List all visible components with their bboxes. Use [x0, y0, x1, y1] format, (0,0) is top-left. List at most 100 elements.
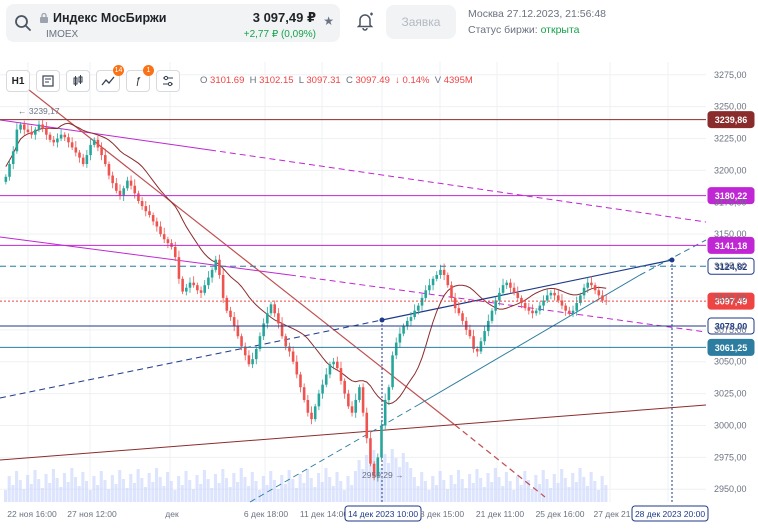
- y-tick-label: 3125,00: [714, 261, 747, 271]
- price-chart[interactable]: 3239,86 3180,22 3141,18 3124,82 3097,49 3078,…: [0, 58, 758, 530]
- favorite-star-icon[interactable]: ★: [323, 14, 334, 28]
- volume-bar: [320, 482, 324, 502]
- candle-body: [582, 287, 586, 296]
- candle: [527, 303, 531, 315]
- candle-body: [37, 124, 41, 130]
- candle: [269, 301, 273, 316]
- volume-bar: [129, 474, 133, 502]
- trend-line-magenta-dashed: [209, 149, 707, 223]
- interval-button[interactable]: H1: [6, 70, 30, 92]
- volume-bar: [571, 473, 575, 502]
- chart-type-icon: [42, 75, 54, 87]
- candle-body: [295, 361, 299, 375]
- volume-bar: [471, 483, 475, 502]
- high-annotation: ← 3239,17: [18, 106, 60, 116]
- volume-bar: [313, 487, 317, 502]
- moving-average-line: [5, 122, 607, 405]
- volume-bar: [427, 490, 431, 502]
- candle: [417, 303, 420, 315]
- volume-bar: [504, 472, 508, 502]
- candle: [538, 301, 542, 315]
- volume-bar: [357, 460, 361, 502]
- volume-bar: [265, 485, 269, 502]
- volume-bar: [291, 479, 295, 502]
- candle: [48, 132, 52, 143]
- ticker-search-box[interactable]: Индекс МосБиржи IMOEX 3 097,49 ₽ +2,77 ₽…: [6, 4, 340, 42]
- candle-body: [26, 129, 30, 133]
- candle-body: [523, 303, 527, 309]
- ohlc-close: 3097.49: [355, 75, 390, 86]
- candle: [295, 355, 299, 379]
- candle: [413, 304, 416, 320]
- settings-button[interactable]: [156, 70, 180, 92]
- candle-body: [343, 380, 346, 394]
- exchange-status: Статус биржи: открыта: [468, 24, 580, 36]
- volume-bar: [342, 490, 346, 502]
- candle: [549, 290, 553, 300]
- candle-body: [376, 457, 380, 477]
- x-tick-label: 8 дек 15:00: [420, 509, 464, 519]
- volume-bar: [239, 468, 243, 502]
- price-level-label: 3124,82: [715, 262, 748, 272]
- candle: [446, 272, 450, 288]
- candle-body: [122, 188, 125, 196]
- candle-body: [59, 134, 63, 139]
- candle: [391, 351, 394, 390]
- formula-button[interactable]: ƒ 1: [126, 65, 154, 92]
- x-tick-label: 11 дек 14:00: [300, 509, 348, 519]
- candle: [347, 389, 350, 409]
- alert-bell-icon[interactable]: [354, 10, 376, 32]
- candle-body: [358, 387, 361, 400]
- volume-bar: [276, 489, 280, 502]
- candle-body: [365, 412, 369, 439]
- trend-line-magenta-solid: [0, 119, 211, 151]
- candle-body: [579, 295, 582, 304]
- chart-type-button[interactable]: [36, 70, 60, 92]
- candle: [266, 306, 269, 329]
- candle-body: [527, 308, 531, 311]
- candle-body: [534, 310, 538, 314]
- candle-body: [394, 342, 398, 356]
- candles-button[interactable]: [66, 70, 90, 92]
- ohlc-close-label: C: [346, 75, 353, 86]
- order-button[interactable]: Заявка: [386, 5, 456, 39]
- candle-body: [431, 278, 435, 286]
- y-axis: 3275,00 3250,00 3225,00 3200,00 3175,00 3150,…: [714, 70, 747, 494]
- volume-bar: [346, 476, 350, 502]
- candle: [30, 125, 33, 139]
- candle: [115, 178, 118, 194]
- candle-body: [475, 348, 479, 352]
- volume-bar: [110, 475, 114, 502]
- candle: [196, 282, 199, 295]
- candle: [81, 153, 85, 167]
- interval-label: H1: [11, 75, 25, 87]
- candle: [457, 301, 461, 316]
- candle-body: [310, 412, 313, 420]
- candle: [199, 286, 203, 298]
- price-level-label: 3239,86: [715, 115, 748, 125]
- candle-body: [11, 151, 15, 165]
- candle-body: [391, 355, 394, 388]
- volume-bar: [62, 473, 67, 502]
- volume-bar: [243, 477, 247, 502]
- candle-body: [232, 317, 236, 326]
- candle: [162, 227, 166, 244]
- x-axis-marker-box: [631, 505, 709, 522]
- indicators-icon: [101, 76, 115, 86]
- candle: [129, 175, 133, 190]
- price-level-label: 3141,18: [715, 241, 748, 251]
- volume-bar: [48, 483, 52, 502]
- y-tick-label: 3200,00: [714, 165, 747, 175]
- ohlc-open-label: O: [200, 75, 208, 86]
- candle: [122, 185, 125, 202]
- indicators-button[interactable]: 14: [96, 65, 124, 92]
- search-icon[interactable]: [14, 14, 32, 32]
- volume-bar: [302, 483, 306, 502]
- candle-body: [185, 287, 188, 292]
- drawings-badge: 1: [143, 65, 154, 76]
- candle-body: [15, 129, 19, 152]
- volume-bar: [560, 469, 564, 502]
- candle-body: [203, 285, 207, 293]
- volume-bar: [236, 482, 240, 502]
- x-tick-label: 28 дек 2023 20:00: [635, 509, 705, 519]
